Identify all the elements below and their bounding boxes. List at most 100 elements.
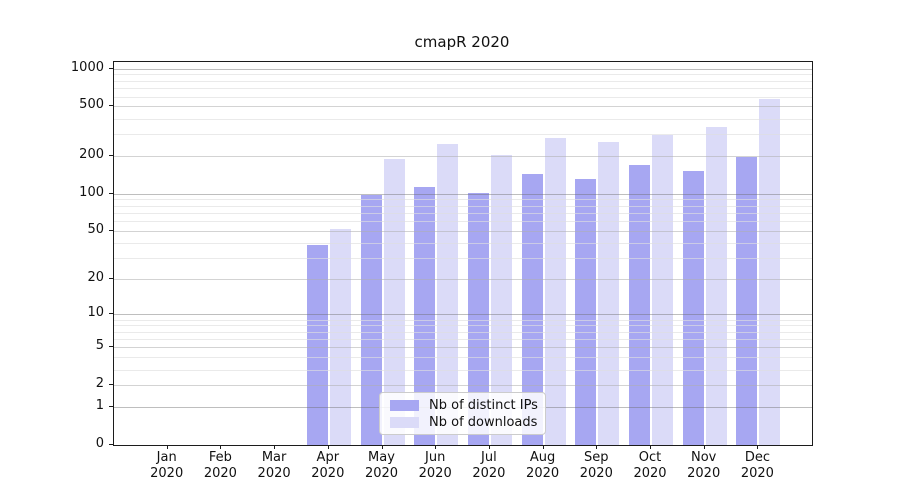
gridline-9	[114, 319, 812, 321]
y-tick-mark-0	[109, 444, 113, 445]
x-tick-label-aug: Aug 2020	[526, 450, 560, 481]
y-tick-label-2: 2	[95, 376, 104, 392]
gridline-200	[114, 156, 812, 158]
gridline-3	[114, 369, 812, 371]
gridline-6	[114, 339, 812, 341]
gridline-400	[114, 118, 812, 120]
plot-area	[113, 61, 813, 446]
bar-downloads-oct	[652, 134, 673, 445]
gridline-500	[114, 106, 812, 108]
bars-layer	[114, 62, 812, 445]
y-tick-mark-5	[109, 346, 113, 348]
y-tick-label-10: 10	[87, 305, 104, 321]
x-tick-mark-feb	[220, 445, 222, 449]
gridline-8	[114, 325, 812, 327]
x-tick-mark-mar	[274, 445, 276, 449]
gridline-50	[114, 230, 812, 232]
bar-distinct-ips-jun	[414, 187, 436, 445]
y-tick-label-1: 1	[95, 398, 104, 414]
x-tick-label-jun: Jun 2020	[418, 450, 452, 481]
legend-row-downloads: Nb of downloads	[390, 414, 537, 430]
y-tick-mark-10	[109, 313, 113, 315]
gridline-40	[114, 242, 812, 244]
gridline-100	[114, 193, 812, 195]
x-tick-mark-jul	[488, 445, 490, 449]
x-tick-mark-apr	[327, 445, 329, 449]
x-tick-label-apr: Apr 2020	[311, 450, 345, 481]
x-tick-mark-may	[381, 445, 383, 449]
x-tick-label-dec: Dec 2020	[740, 450, 774, 481]
y-tick-label-5: 5	[95, 338, 104, 354]
bar-distinct-ips-apr	[306, 245, 328, 445]
bar-downloads-apr	[329, 228, 351, 445]
y-tick-label-500: 500	[79, 97, 104, 113]
gridline-90	[114, 199, 812, 201]
bar-distinct-ips-dec	[736, 156, 758, 445]
y-tick-mark-1000	[109, 67, 113, 69]
bar-distinct-ips-aug	[521, 174, 543, 445]
legend-row-distinct-ips: Nb of distinct IPs	[390, 397, 538, 413]
gridline-10	[114, 314, 812, 316]
y-tick-mark-1	[109, 406, 113, 408]
legend-label-downloads: Nb of downloads	[429, 414, 538, 430]
bar-distinct-ips-nov	[682, 171, 704, 445]
chart-title: cmapR 2020	[414, 33, 510, 51]
x-tick-mark-aug	[542, 445, 544, 449]
bar-downloads-jul	[490, 154, 512, 445]
x-tick-mark-oct	[650, 445, 651, 449]
gridline-70	[114, 212, 812, 214]
x-tick-label-oct: Oct 2020	[633, 450, 667, 481]
y-tick-label-1000: 1000	[70, 59, 104, 75]
x-tick-label-feb: Feb 2020	[203, 450, 237, 481]
x-tick-mark-sep	[596, 445, 598, 449]
grid-layer	[114, 62, 812, 445]
bar-distinct-ips-oct	[629, 164, 650, 445]
y-tick-mark-200	[109, 155, 113, 157]
gridline-600	[114, 96, 812, 98]
gridline-1000	[114, 68, 812, 70]
y-tick-label-20: 20	[87, 270, 104, 286]
x-tick-label-jan: Jan 2020	[150, 450, 184, 481]
legend-swatch-distinct-ips	[390, 399, 419, 411]
gridline-7	[114, 331, 812, 333]
x-tick-mark-jun	[435, 445, 437, 449]
y-tick-label-0: 0	[95, 436, 104, 451]
gridline-20	[114, 279, 812, 281]
gridline-80	[114, 205, 812, 207]
legend: Nb of distinct IPs Nb of downloads	[379, 392, 546, 435]
y-tick-mark-2	[109, 384, 113, 386]
gridline-300	[114, 134, 812, 136]
y-tick-mark-500	[109, 105, 113, 107]
y-tick-mark-50	[109, 229, 113, 231]
gridline-4	[114, 357, 812, 359]
gridline-700	[114, 88, 812, 90]
legend-label-distinct-ips: Nb of distinct IPs	[429, 397, 538, 413]
x-tick-label-nov: Nov 2020	[687, 450, 721, 481]
legend-swatch-downloads	[390, 416, 419, 428]
bar-downloads-dec	[759, 99, 781, 445]
x-tick-label-sep: Sep 2020	[579, 450, 613, 481]
y-tick-label-200: 200	[79, 147, 104, 163]
gridline-2	[114, 385, 812, 387]
bar-distinct-ips-jul	[467, 192, 489, 445]
y-tick-mark-100	[109, 192, 113, 194]
gridline-900	[114, 74, 812, 76]
bar-downloads-aug	[544, 138, 566, 445]
y-tick-label-100: 100	[79, 184, 104, 200]
x-tick-mark-dec	[757, 445, 759, 449]
x-tick-label-may: May 2020	[364, 450, 399, 481]
gridline-60	[114, 221, 812, 223]
x-tick-label-jul: Jul 2020	[472, 450, 506, 481]
y-tick-label-50: 50	[87, 221, 104, 237]
x-tick-mark-nov	[703, 445, 705, 449]
gridline-30	[114, 257, 812, 259]
gridline-5	[114, 347, 812, 349]
bar-downloads-sep	[598, 141, 620, 445]
x-tick-mark-jan	[166, 445, 168, 449]
gridline-800	[114, 80, 812, 82]
bar-distinct-ips-sep	[575, 179, 597, 445]
y-tick-mark-20	[109, 278, 113, 280]
x-tick-label-mar: Mar 2020	[257, 450, 291, 481]
bar-downloads-may	[383, 159, 405, 445]
